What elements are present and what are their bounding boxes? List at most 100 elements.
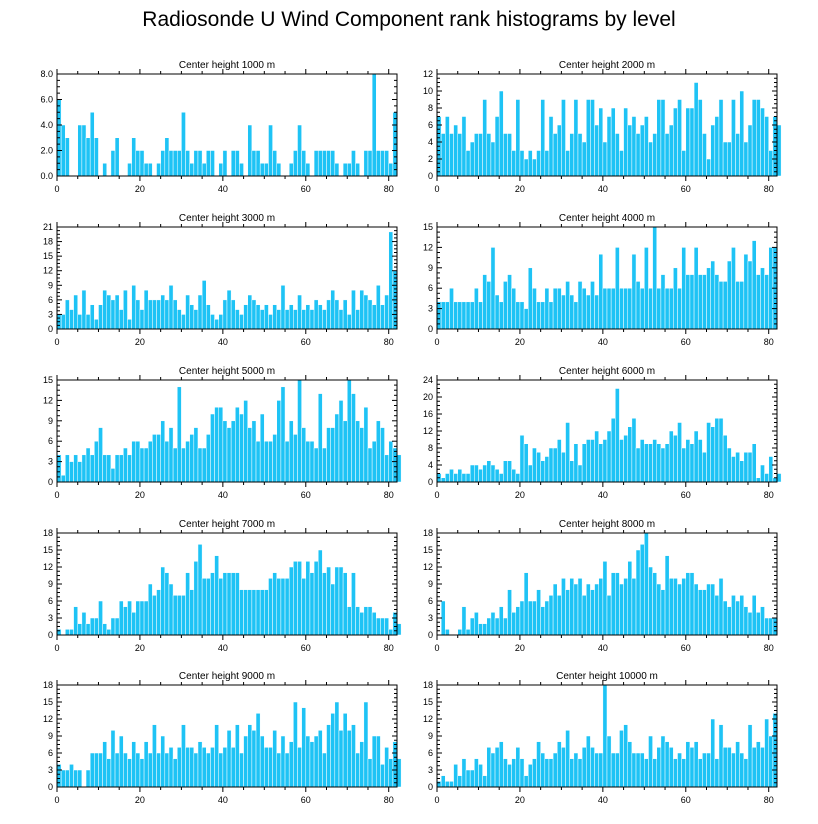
- histogram-bar: [376, 420, 381, 483]
- histogram-bar: [731, 99, 736, 177]
- histogram-bar: [644, 116, 649, 177]
- histogram-bar: [602, 684, 608, 788]
- histogram-bar: [619, 583, 624, 636]
- histogram-bar: [660, 99, 666, 177]
- histogram-bar: [739, 595, 745, 636]
- histogram-bar: [197, 741, 203, 788]
- histogram-bar: [334, 413, 340, 483]
- y-tick-label: 6.0: [40, 95, 53, 105]
- histogram-bar: [648, 566, 653, 636]
- histogram-bar: [540, 606, 546, 636]
- histogram-bar: [668, 124, 674, 177]
- histogram-bar: [544, 150, 550, 177]
- histogram-bar: [760, 267, 765, 330]
- histogram-bar: [710, 718, 716, 788]
- histogram-bar: [606, 430, 612, 483]
- histogram-bar: [478, 301, 483, 330]
- histogram-bar: [465, 301, 471, 330]
- histogram-bar: [176, 150, 182, 177]
- histogram-bar: [644, 443, 649, 483]
- histogram-bar: [498, 606, 504, 636]
- histogram-bar: [309, 572, 315, 636]
- histogram-bar: [569, 294, 575, 330]
- histogram-bar: [747, 612, 753, 636]
- histogram-bar: [367, 758, 373, 788]
- histogram-bar: [718, 99, 724, 177]
- histogram-bar: [540, 301, 546, 330]
- histogram-bar: [478, 133, 483, 177]
- histogram-bar: [139, 150, 145, 177]
- histogram-bar: [98, 600, 103, 636]
- histogram-bar: [751, 747, 757, 788]
- x-tick-label: 20: [515, 490, 525, 500]
- histogram-bar: [60, 314, 66, 330]
- histogram-bar: [355, 420, 360, 483]
- histogram-bar: [197, 294, 203, 330]
- histogram-bar: [106, 294, 112, 330]
- histogram-bar: [731, 247, 736, 330]
- histogram-bar: [259, 735, 265, 788]
- histogram-bar: [598, 443, 604, 483]
- histogram-panel-1: Center height 2000 m 0 2 4 6 8 10 12 0 20 40 60 80: [423, 60, 782, 194]
- histogram-bar: [606, 735, 612, 788]
- histogram-bar: [185, 294, 190, 330]
- y-tick-label: 6: [428, 283, 433, 293]
- histogram-bar: [760, 464, 765, 483]
- panel-title: Center height 6000 m: [559, 366, 655, 377]
- y-tick-label: 3: [48, 309, 53, 319]
- histogram-bar: [548, 758, 554, 788]
- histogram-bar: [590, 747, 595, 788]
- histogram-bar: [243, 304, 248, 330]
- histogram-bar: [552, 583, 558, 636]
- histogram-bar: [367, 447, 373, 483]
- histogram-bar: [503, 758, 508, 788]
- histogram-bar: [760, 606, 765, 636]
- histogram-bar: [226, 572, 232, 636]
- histogram-bar: [602, 287, 608, 330]
- histogram-bar: [689, 274, 695, 330]
- histogram-bar: [552, 752, 558, 788]
- histogram-bar: [326, 150, 331, 177]
- histogram-bar: [351, 150, 356, 177]
- histogram-bar: [239, 413, 244, 483]
- histogram-bar: [664, 133, 670, 177]
- histogram-bar: [77, 124, 83, 177]
- histogram-bar: [210, 314, 215, 330]
- histogram-bar: [685, 572, 691, 636]
- histogram-bar: [297, 294, 302, 330]
- histogram-bar: [255, 713, 261, 788]
- histogram-bar: [206, 434, 211, 483]
- histogram-bar: [259, 413, 265, 483]
- x-tick-label: 40: [218, 643, 228, 653]
- histogram-bar: [355, 752, 360, 788]
- y-tick-label: 0: [428, 324, 433, 334]
- histogram-bar: [276, 578, 282, 636]
- histogram-bar: [532, 758, 537, 788]
- histogram-bar: [293, 701, 298, 788]
- histogram-bar: [367, 150, 373, 177]
- histogram-bar: [490, 612, 496, 636]
- x-tick-label: 40: [598, 337, 608, 347]
- histogram-bar: [594, 294, 599, 330]
- histogram-bar: [388, 629, 394, 636]
- histogram-bar: [110, 299, 116, 330]
- histogram-bar: [317, 549, 323, 636]
- histogram-bar: [673, 758, 678, 788]
- histogram-bar: [764, 718, 769, 788]
- histogram-bar: [322, 572, 327, 636]
- histogram-bar: [156, 299, 161, 330]
- x-tick-label: 40: [218, 184, 228, 194]
- histogram-bar: [648, 735, 653, 788]
- histogram-bar: [498, 741, 504, 788]
- histogram-bar: [114, 454, 120, 483]
- histogram-bar: [573, 752, 579, 788]
- histogram-bar: [681, 578, 687, 636]
- histogram-bar: [305, 735, 311, 788]
- histogram-bar: [342, 299, 348, 330]
- histogram-bar: [342, 713, 348, 788]
- histogram-bar: [718, 724, 724, 788]
- histogram-bar: [301, 707, 307, 788]
- histogram-bar: [380, 150, 385, 177]
- x-tick-label: 60: [301, 795, 311, 805]
